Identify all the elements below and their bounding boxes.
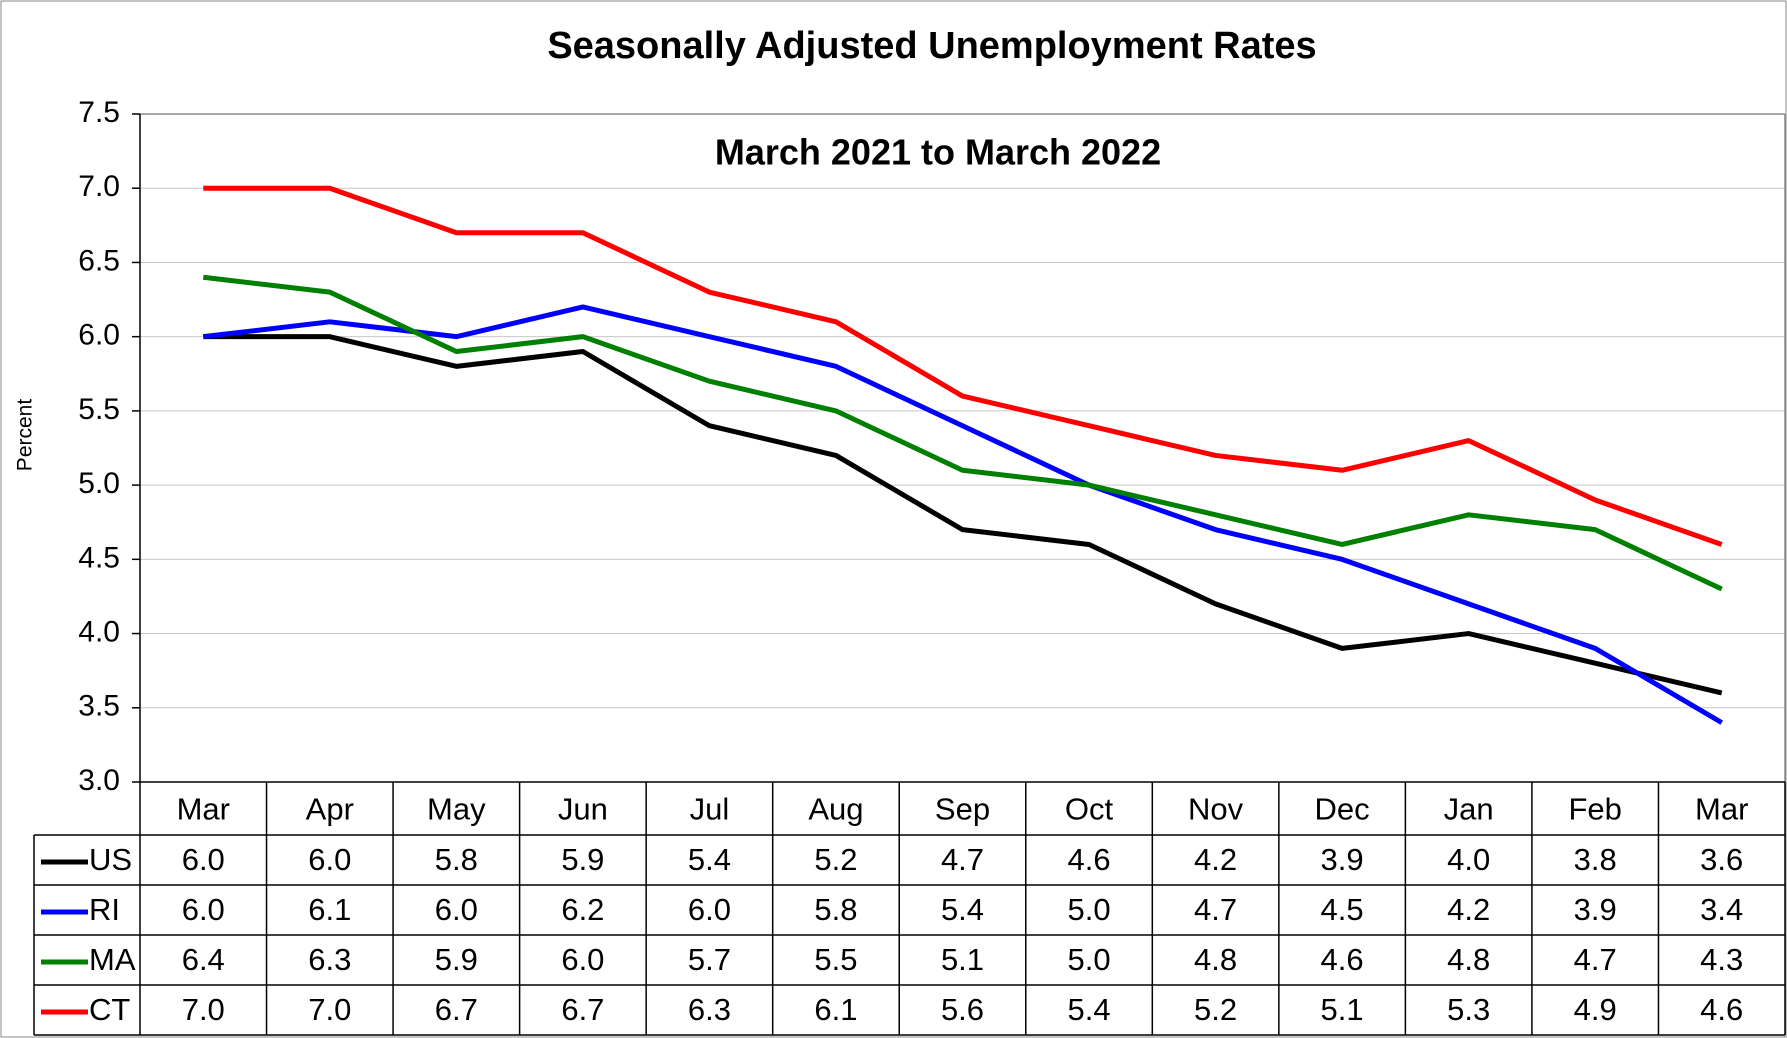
table-value: 4.6	[1067, 842, 1110, 877]
table-value: 3.9	[1321, 842, 1364, 877]
table-value: 5.8	[814, 892, 857, 927]
x-tick-label: Dec	[1315, 792, 1370, 827]
table-value: 6.7	[561, 992, 604, 1027]
table-value: 4.5	[1321, 892, 1364, 927]
table-value: 5.8	[435, 842, 478, 877]
table-value: 6.2	[561, 892, 604, 927]
x-tick-label: Jun	[558, 792, 608, 827]
x-tick-label: Feb	[1568, 792, 1621, 827]
table-value: 5.2	[1194, 992, 1237, 1027]
x-tick-label: Oct	[1065, 792, 1114, 827]
table-value: 5.0	[1067, 892, 1110, 927]
table-value: 4.7	[1574, 942, 1617, 977]
x-tick-label: Jan	[1444, 792, 1494, 827]
table-value: 3.9	[1574, 892, 1617, 927]
table-value: 6.0	[561, 942, 604, 977]
y-tick-label: 3.5	[78, 690, 120, 723]
table-value: 4.3	[1700, 942, 1743, 977]
table-value: 6.0	[182, 892, 225, 927]
y-tick-label: 7.0	[78, 170, 120, 203]
table-value: 4.0	[1447, 842, 1490, 877]
table-value: 3.4	[1700, 892, 1743, 927]
y-tick-label: 4.5	[78, 541, 120, 574]
x-tick-label: May	[427, 792, 486, 827]
y-axis-label: Percent	[14, 399, 37, 472]
table-value: 3.6	[1700, 842, 1743, 877]
legend-label: MA	[89, 942, 136, 977]
table-value: 6.0	[688, 892, 731, 927]
table-value: 5.4	[688, 842, 731, 877]
x-tick-label: Mar	[1695, 792, 1748, 827]
table-value: 5.9	[435, 942, 478, 977]
x-tick-label: Sep	[935, 792, 990, 827]
table-value: 5.0	[1067, 942, 1110, 977]
table-value: 4.8	[1447, 942, 1490, 977]
x-tick-label: Mar	[177, 792, 230, 827]
x-tick-label: Jul	[690, 792, 730, 827]
table-value: 4.6	[1700, 992, 1743, 1027]
legend-label: US	[89, 842, 132, 877]
table-value: 6.7	[435, 992, 478, 1027]
table-value: 4.6	[1321, 942, 1364, 977]
table-value: 6.3	[688, 992, 731, 1027]
table-value: 4.8	[1194, 942, 1237, 977]
table-value: 5.1	[941, 942, 984, 977]
table-value: 6.0	[182, 842, 225, 877]
table-value: 6.0	[308, 842, 351, 877]
table-value: 5.4	[1067, 992, 1110, 1027]
x-tick-label: Aug	[808, 792, 863, 827]
table-value: 6.4	[182, 942, 225, 977]
legend-label: CT	[89, 992, 130, 1027]
series-line	[203, 334, 1723, 696]
table-value: 5.1	[1321, 992, 1364, 1027]
table-value: 4.7	[1194, 892, 1237, 927]
y-tick-label: 6.0	[78, 319, 120, 352]
table-value: 5.6	[941, 992, 984, 1027]
y-tick-label: 4.0	[78, 615, 120, 648]
table-value: 7.0	[308, 992, 351, 1027]
table-value: 3.8	[1574, 842, 1617, 877]
table-value: 6.1	[814, 992, 857, 1027]
table-value: 4.2	[1447, 892, 1490, 927]
chart-title: Seasonally Adjusted Unemployment Rates	[547, 25, 1316, 67]
table-value: 6.0	[435, 892, 478, 927]
chart-subtitle: March 2021 to March 2022	[715, 132, 1161, 173]
table-value: 5.5	[814, 942, 857, 977]
series-line	[203, 185, 1723, 547]
y-tick-label: 5.5	[78, 393, 120, 426]
table-value: 5.9	[561, 842, 604, 877]
x-tick-label: Nov	[1188, 792, 1244, 827]
y-tick-label: 7.5	[78, 96, 120, 129]
legend-label: RI	[89, 892, 120, 927]
x-tick-label: Apr	[306, 792, 354, 827]
series-line	[202, 274, 1723, 592]
y-tick-label: 5.0	[78, 467, 120, 500]
table-value: 6.3	[308, 942, 351, 977]
y-tick-label: 6.5	[78, 244, 120, 277]
table-value: 5.7	[688, 942, 731, 977]
table-value: 4.2	[1194, 842, 1237, 877]
table-value: 5.4	[941, 892, 984, 927]
table-value: 4.9	[1574, 992, 1617, 1027]
y-tick-label: 3.0	[78, 764, 120, 797]
table-value: 7.0	[182, 992, 225, 1027]
table-value: 4.7	[941, 842, 984, 877]
table-value: 5.3	[1447, 992, 1490, 1027]
series-line	[202, 304, 1723, 725]
table-value: 5.2	[814, 842, 857, 877]
table-value: 6.1	[308, 892, 351, 927]
